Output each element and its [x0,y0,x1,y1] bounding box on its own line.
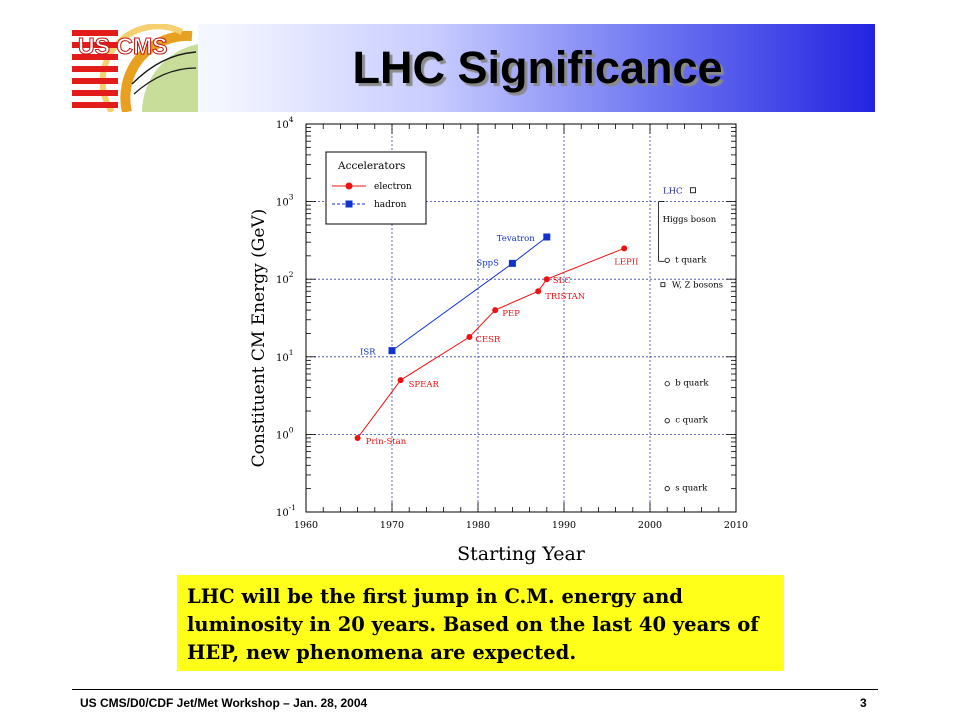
footer-divider [72,689,878,690]
annotation-marker [664,381,670,387]
electron-point [492,307,499,314]
legend-title: Accelerators [337,160,405,172]
logo-text: US CMS [78,33,167,59]
y-tick-label: 104 [276,115,294,131]
annotation-label: s quark [675,484,708,494]
electron-point [543,276,550,283]
point-label: ISR [360,348,376,358]
legend-electron-marker [345,182,353,190]
hadron-series-line [391,236,548,352]
x-tick-label: 2000 [638,520,662,531]
hadron-point [388,347,396,355]
annotation-label: c quark [675,416,709,426]
annotation-label: Higgs boson [663,215,717,225]
x-tick-label: 1960 [294,520,318,531]
point-label: SppS [476,258,499,268]
electron-point [354,434,361,441]
y-tick-label: 102 [276,270,294,286]
electron-point [535,288,542,295]
annotation-label: W, Z bosons [672,281,723,291]
legend-hadron-marker [345,200,353,208]
page-title: LHC Significance [352,42,723,93]
hadron-point [508,259,516,267]
annotation-label: t quark [675,255,707,265]
electron-point [466,333,473,340]
x-tick-label: 2010 [724,520,748,531]
x-tick-label: 1980 [466,520,490,531]
electron-point [621,245,628,252]
y-tick-label: 101 [276,348,294,364]
us-cms-logo: US CMS [72,24,198,112]
y-tick-label: 10-1 [276,503,296,519]
annotation-marker [664,257,670,263]
x-tick-label: 1990 [552,520,576,531]
y-tick-label: 100 [276,425,294,441]
point-label: SPEAR [409,380,440,390]
electron-point [397,377,404,384]
legend-electron-label: electron [374,182,412,192]
point-label: LEPII [614,257,638,267]
annotation-label: LHC [663,186,683,196]
annotation-marker [660,282,666,288]
annotation-marker [664,418,670,424]
point-label: PEP [502,309,520,319]
y-tick-label: 103 [276,193,294,209]
title-banner [72,24,875,112]
hadron-point [543,233,551,241]
point-label: TRISTAN [545,292,586,302]
x-tick-label: 1970 [380,520,404,531]
legend-box [325,151,427,225]
summary-note: LHC will be the first jump in C.M. energ… [177,575,784,671]
x-axis-title: Starting Year [457,543,586,565]
legend-hadron-label: hadron [374,200,407,210]
footer-text: US CMS/D0/CDF Jet/Met Workshop – Jan. 28… [80,696,368,710]
annotation-label: b quark [675,379,709,389]
y-axis-title: Constituent CM Energy (GeV) [249,209,269,468]
plot-frame [305,123,737,513]
point-label: CESR [475,335,501,345]
annotation-marker [690,187,696,194]
point-label: Prin-Stan [366,437,407,447]
energy-chart: 1960 1970 1980 1990 2000 2010 10-1 100 101 102 103… [249,115,748,565]
point-label: SLC [553,276,571,286]
point-label: Tevatron [497,234,536,244]
page-number: 3 [860,696,867,710]
annotation-marker [664,486,670,492]
